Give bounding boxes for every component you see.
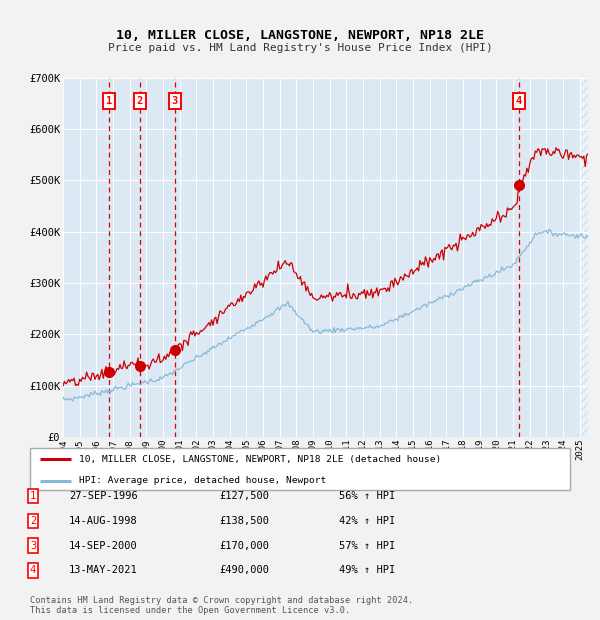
Text: 14-SEP-2000: 14-SEP-2000 <box>69 541 138 551</box>
Text: 13-MAY-2021: 13-MAY-2021 <box>69 565 138 575</box>
Text: 10, MILLER CLOSE, LANGSTONE, NEWPORT, NP18 2LE (detached house): 10, MILLER CLOSE, LANGSTONE, NEWPORT, NP… <box>79 455 441 464</box>
Text: 1: 1 <box>30 491 36 501</box>
Text: 14-AUG-1998: 14-AUG-1998 <box>69 516 138 526</box>
Text: 10, MILLER CLOSE, LANGSTONE, NEWPORT, NP18 2LE: 10, MILLER CLOSE, LANGSTONE, NEWPORT, NP… <box>116 30 484 42</box>
Text: 1: 1 <box>106 96 112 106</box>
Text: 4: 4 <box>516 96 522 106</box>
Text: 3: 3 <box>172 96 178 106</box>
Text: Price paid vs. HM Land Registry's House Price Index (HPI): Price paid vs. HM Land Registry's House … <box>107 43 493 53</box>
Text: 2: 2 <box>30 516 36 526</box>
Text: 42% ↑ HPI: 42% ↑ HPI <box>339 516 395 526</box>
Text: 27-SEP-1996: 27-SEP-1996 <box>69 491 138 501</box>
Text: 57% ↑ HPI: 57% ↑ HPI <box>339 541 395 551</box>
Text: £127,500: £127,500 <box>219 491 269 501</box>
Text: Contains HM Land Registry data © Crown copyright and database right 2024.
This d: Contains HM Land Registry data © Crown c… <box>30 596 413 615</box>
Text: 3: 3 <box>30 541 36 551</box>
FancyBboxPatch shape <box>30 448 570 490</box>
Text: £170,000: £170,000 <box>219 541 269 551</box>
Text: 56% ↑ HPI: 56% ↑ HPI <box>339 491 395 501</box>
Text: HPI: Average price, detached house, Newport: HPI: Average price, detached house, Newp… <box>79 476 326 485</box>
Text: £138,500: £138,500 <box>219 516 269 526</box>
Text: £490,000: £490,000 <box>219 565 269 575</box>
Text: 2: 2 <box>137 96 143 106</box>
Text: 4: 4 <box>30 565 36 575</box>
Text: 49% ↑ HPI: 49% ↑ HPI <box>339 565 395 575</box>
